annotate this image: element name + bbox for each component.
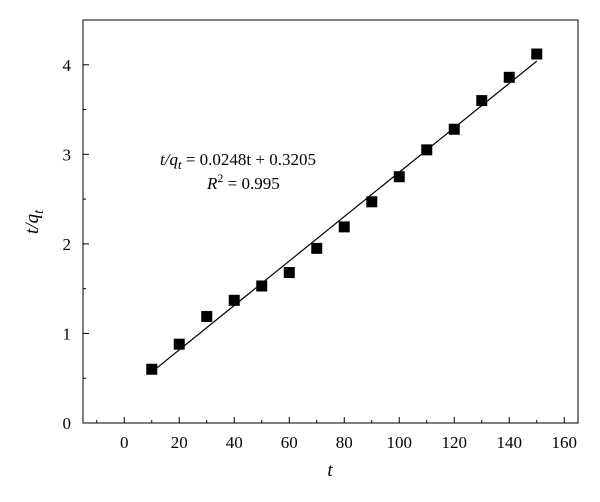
x-tick-label: 40 [226, 433, 243, 452]
data-point [421, 144, 433, 156]
x-tick-label: 100 [387, 433, 413, 452]
x-tick-label: 60 [281, 433, 298, 452]
fit-line [151, 60, 538, 373]
x-tick-label: 160 [552, 433, 578, 452]
x-tick-label: 80 [336, 433, 353, 452]
x-tick-label: 0 [120, 433, 129, 452]
fit-equation-subscript: t [178, 157, 182, 172]
y-axis-ticks: 0 1 2 3 4 [63, 56, 89, 433]
y-tick-label: 0 [63, 414, 72, 433]
r-squared-superscript: 2 [217, 171, 223, 185]
y-tick-label: 4 [63, 56, 72, 75]
data-point [338, 221, 350, 233]
data-point [393, 171, 405, 183]
r-squared: R2 = 0.995 [206, 171, 280, 193]
data-point [311, 242, 323, 254]
data-points [146, 48, 543, 375]
data-point [283, 267, 295, 279]
x-axis-label: t [327, 460, 333, 481]
y-axis-label-main: t/q [22, 213, 43, 234]
data-point [503, 71, 515, 83]
data-point [366, 196, 378, 208]
data-point [256, 280, 268, 292]
data-point [201, 310, 213, 322]
data-point [146, 363, 158, 375]
data-point [476, 95, 488, 107]
data-point [448, 123, 460, 135]
y-axis-label: t/qt [22, 209, 47, 234]
data-point [531, 48, 543, 60]
y-tick-label: 2 [63, 235, 72, 254]
x-tick-label: 120 [442, 433, 468, 452]
y-tick-label: 3 [63, 145, 72, 164]
fit-equation-lhs: t/q [160, 150, 178, 169]
x-tick-label: 20 [171, 433, 188, 452]
r-squared-label: R [206, 174, 218, 193]
data-point [173, 338, 185, 350]
y-tick-label: 1 [63, 324, 72, 343]
x-axis-ticks: 0 20 40 60 80 100 120 140 160 [96, 417, 578, 452]
fit-line-group [151, 60, 538, 373]
fit-equation-rhs: = 0.0248t + 0.3205 [182, 150, 316, 169]
y-axis-label-subscript: t [32, 209, 47, 214]
data-point [228, 294, 240, 306]
x-tick-label: 140 [497, 433, 523, 452]
fit-equation: t/qt = 0.0248t + 0.3205 [160, 150, 316, 172]
r-squared-value: = 0.995 [223, 174, 279, 193]
plot-frame [82, 19, 579, 424]
